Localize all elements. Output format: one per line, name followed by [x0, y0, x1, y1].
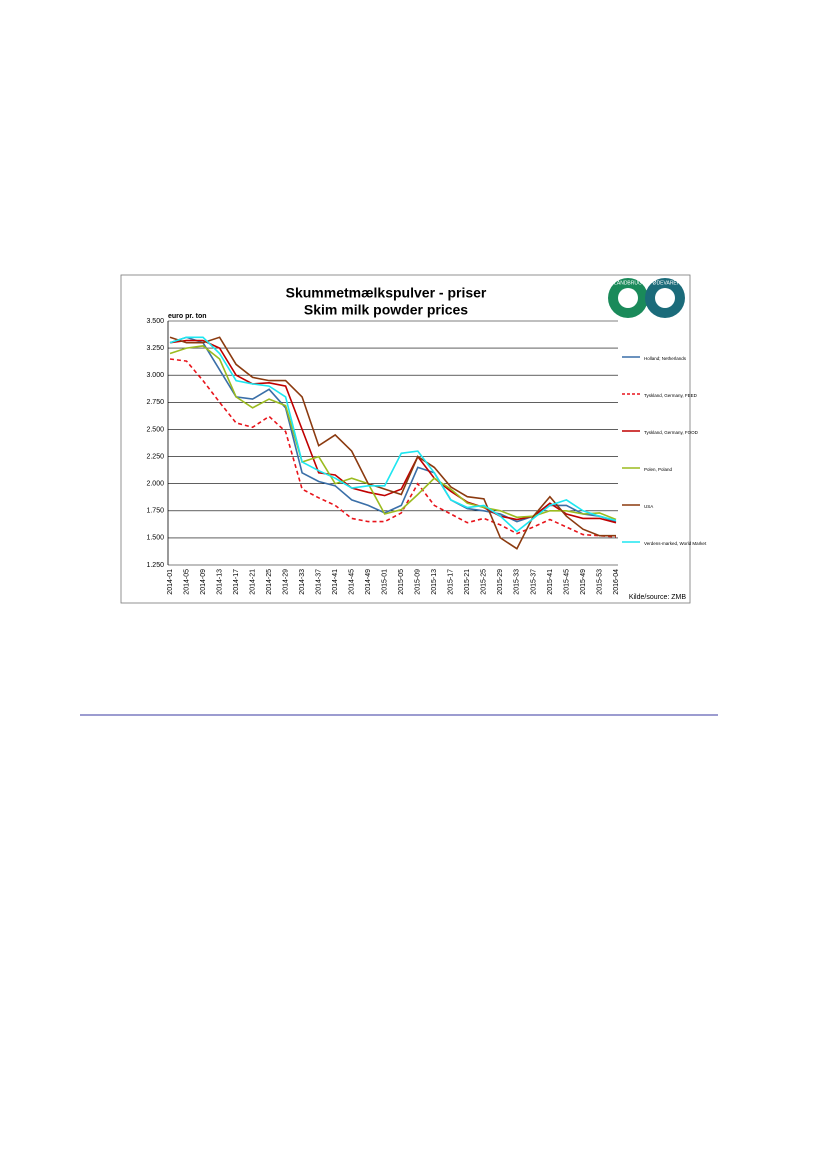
x-tick-label: 2016-04 — [613, 569, 620, 595]
series-line — [169, 336, 617, 533]
x-tick-label: 2015-41 — [547, 569, 554, 595]
plot: 1.250 1.500 1.750 2.000 2.250 2.500 2.750 3.000… — [146, 318, 706, 595]
x-tick-label: 2014-09 — [200, 569, 207, 595]
logo-text: LANDBRUG — [614, 280, 642, 286]
series-line — [169, 345, 617, 521]
x-tick-label: 2015-17 — [448, 569, 455, 595]
logo: LANDBRUG FØDEVARER — [608, 278, 685, 318]
x-tick-label: 2014-29 — [282, 569, 289, 595]
x-tick-label: 2015-25 — [481, 569, 488, 595]
series-line — [169, 358, 617, 538]
legend-label: Tyskland, Germany, FOOD — [644, 430, 699, 435]
x-tick-label: 2015-09 — [415, 569, 422, 595]
x-tick-label: 2015-45 — [563, 569, 570, 595]
y-tick-label: 2.750 — [146, 399, 164, 406]
y-tick-label: 2.000 — [146, 481, 164, 488]
x-tick-label: 2015-01 — [382, 569, 389, 595]
x-tick-label: 2014-33 — [299, 569, 306, 595]
legend-label: Holland; Netherlands — [644, 356, 687, 361]
y-tick-label: 1.500 — [146, 535, 164, 542]
logo-hole — [655, 288, 675, 308]
logo-hole — [618, 288, 638, 308]
x-tick-label: 2015-13 — [431, 569, 438, 595]
x-tick-label: 2014-17 — [233, 569, 240, 595]
x-tick-label: 2014-45 — [349, 569, 356, 595]
x-tick-label: 2015-37 — [530, 569, 537, 595]
y-tick-label: 1.750 — [146, 508, 164, 515]
x-tick-label: 2014-13 — [216, 569, 223, 595]
x-tick-label: 2015-05 — [398, 569, 405, 595]
x-tick-label: 2015-49 — [580, 569, 587, 595]
series-line — [169, 336, 616, 550]
chart-title: Skummetmælkspulver - priser — [286, 285, 487, 301]
y-tick-label: 3.500 — [146, 318, 164, 325]
chart-frame — [120, 274, 691, 604]
y-tick-label: 2.500 — [146, 426, 164, 433]
x-tick-label: 2014-05 — [183, 569, 190, 595]
x-tick-label: 2015-21 — [464, 569, 471, 595]
x-tick-label: 2015-29 — [497, 569, 504, 595]
x-tick-label: 2014-49 — [365, 569, 372, 595]
source-note: Kilde/source: ZMB — [629, 594, 687, 601]
legend-label: Tyskland, Germany, FEED — [644, 393, 698, 398]
x-tick-label: 2015-53 — [596, 569, 603, 595]
legend-label: USA — [644, 504, 653, 509]
series-line — [169, 336, 617, 523]
x-tick-label: 2014-41 — [332, 569, 339, 595]
logo-text: FØDEVARER — [650, 280, 681, 286]
legend-label: Verdens-marked, World Market — [644, 541, 707, 546]
x-tick-label: 2014-01 — [167, 569, 174, 595]
x-tick-label: 2014-25 — [266, 569, 273, 595]
y-axis-label: euro pr. ton — [168, 313, 207, 320]
x-tick-label: 2015-33 — [514, 569, 521, 595]
y-tick-label: 2.250 — [146, 453, 164, 460]
legend-label: Polen, Poland — [644, 467, 673, 472]
x-tick-label: 2014-37 — [316, 569, 323, 595]
y-tick-label: 3.000 — [146, 372, 164, 379]
chart-subtitle: Skim milk powder prices — [304, 302, 468, 318]
y-tick-label: 3.250 — [146, 345, 164, 352]
y-tick-label: 1.250 — [146, 562, 164, 569]
x-tick-label: 2014-21 — [249, 569, 256, 595]
